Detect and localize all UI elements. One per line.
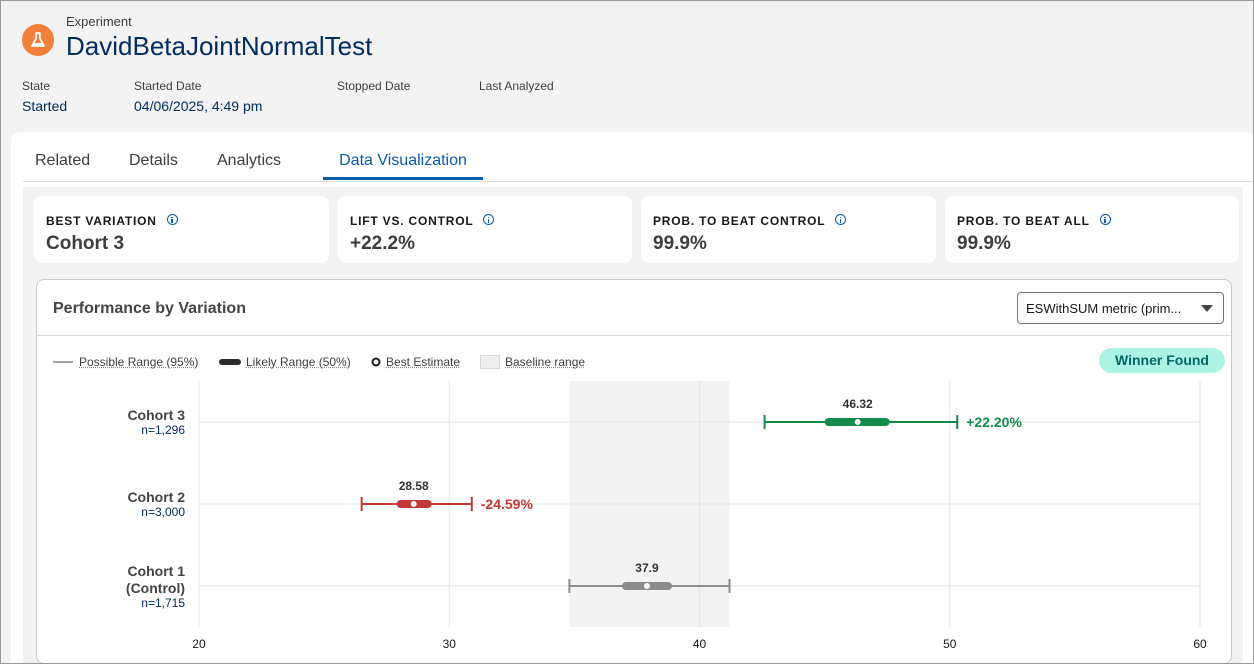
field-value: 04/06/2025, 4:49 pm	[134, 98, 262, 114]
field-value: Started	[22, 98, 67, 114]
performance-chart: 20 30 40 50 60 Cohort 3n=1,296 46.32 +22.20% Coh…	[37, 280, 1233, 664]
info-icon[interactable]	[1100, 214, 1111, 225]
field-stopped-date: Stopped Date	[337, 79, 410, 98]
estimate-value-label: 46.32	[843, 397, 873, 411]
best-estimate-marker	[643, 583, 650, 590]
best-estimate-marker	[854, 419, 861, 426]
stat-value: +22.2%	[350, 233, 415, 255]
field-label: State	[22, 79, 67, 93]
stat-value: Cohort 3	[46, 233, 124, 255]
estimate-value-label: 28.58	[399, 479, 429, 493]
stat-value: 99.9%	[957, 233, 1011, 255]
tabs-card: Related Details Analytics Data Visualiza…	[11, 132, 1254, 664]
stat-best-variation: BEST VARIATION Cohort 3	[34, 196, 329, 263]
estimate-value-label: 37.9	[635, 561, 659, 575]
field-state: State Started	[22, 79, 67, 114]
best-estimate-marker	[410, 501, 417, 508]
variation-name-label: Cohort 2	[127, 489, 185, 505]
lift-label: +22.20%	[966, 414, 1022, 430]
tab-bar: Related Details Analytics Data Visualiza…	[23, 132, 1254, 182]
field-label: Stopped Date	[337, 79, 410, 93]
lift-label: -24.59%	[481, 496, 534, 512]
info-icon[interactable]	[167, 214, 178, 225]
variation-sample-size: n=1,296	[141, 423, 185, 437]
info-icon[interactable]	[835, 214, 846, 225]
x-tick-label: 60	[1193, 637, 1207, 651]
stat-label: PROB. TO BEAT CONTROL	[653, 214, 846, 228]
active-tab-indicator	[323, 177, 483, 180]
stat-lift-vs-control: LIFT VS. CONTROL +22.2%	[338, 196, 632, 263]
stat-value: 99.9%	[653, 233, 707, 255]
tab-details[interactable]: Details	[129, 152, 178, 182]
tab-related[interactable]: Related	[35, 152, 90, 182]
record-header: Experiment DavidBetaJointNormalTest Stat…	[0, 0, 1254, 132]
field-started-date: Started Date 04/06/2025, 4:49 pm	[134, 79, 262, 114]
field-label: Last Analyzed	[479, 79, 554, 93]
page-title: DavidBetaJointNormalTest	[66, 31, 372, 62]
variation-name-label: Cohort 3	[127, 407, 185, 423]
field-label: Started Date	[134, 79, 262, 93]
tab-analytics[interactable]: Analytics	[217, 152, 281, 182]
stat-label: BEST VARIATION	[46, 214, 178, 228]
variation-name-label: Cohort 1	[127, 563, 185, 579]
performance-by-variation-card: Performance by Variation ESWithSUM metri…	[36, 279, 1232, 664]
stat-label: PROB. TO BEAT ALL	[957, 214, 1111, 228]
x-tick-label: 30	[443, 637, 457, 651]
x-tick-label: 50	[943, 637, 957, 651]
x-tick-label: 20	[192, 637, 206, 651]
x-tick-label: 40	[693, 637, 707, 651]
stat-prob-beat-control: PROB. TO BEAT CONTROL 99.9%	[641, 196, 936, 263]
object-type-label: Experiment	[66, 14, 132, 29]
stat-label: LIFT VS. CONTROL	[350, 214, 494, 228]
flask-icon	[22, 24, 54, 56]
data-visualization-panel: BEST VARIATION Cohort 3 LIFT VS. CONTROL…	[23, 187, 1243, 664]
variation-sample-size: n=3,000	[141, 505, 185, 519]
field-last-analyzed: Last Analyzed	[479, 79, 554, 98]
info-icon[interactable]	[483, 214, 494, 225]
stat-prob-beat-all: PROB. TO BEAT ALL 99.9%	[945, 196, 1239, 263]
variation-sample-size: n=1,715	[141, 596, 185, 610]
variation-name-label: (Control)	[126, 580, 185, 596]
